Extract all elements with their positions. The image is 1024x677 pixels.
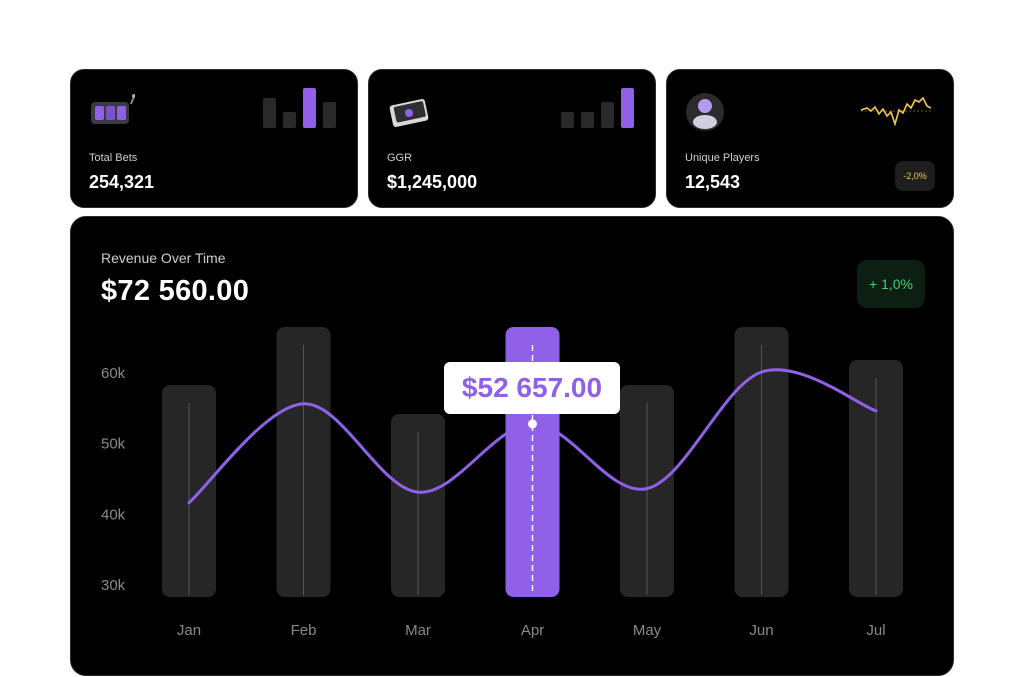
revenue-tooltip: $52 657.00 [444, 362, 620, 414]
x-tick-label: Jun [749, 622, 773, 639]
y-tick-label: 40k [101, 506, 126, 523]
unique-players-label: Unique Players [685, 152, 760, 164]
revenue-chart-card: 60k 50k 40k 30k Jan Feb Mar Apr May Jun Jul Revenu… [70, 216, 954, 676]
ggr-mini-bars [561, 88, 634, 128]
ggr-label: GGR [387, 152, 413, 164]
x-tick-label: Mar [405, 622, 431, 639]
y-tick-label: 50k [101, 436, 126, 453]
ggr-card[interactable]: GGR $1,245,000 [368, 69, 656, 208]
user-avatar-icon [686, 93, 724, 131]
unique-players-sparkline [861, 96, 931, 126]
revenue-total: $72 560.00 [101, 275, 250, 307]
x-tick-label: Jul [866, 622, 885, 639]
total-bets-card[interactable]: Total Bets 254,321 [70, 69, 358, 208]
revenue-point-apr [528, 419, 537, 429]
ggr-value: $1,245,000 [387, 172, 478, 192]
total-bets-value: 254,321 [89, 172, 155, 192]
x-tick-label: Feb [291, 622, 317, 639]
x-tick-label: Apr [521, 622, 544, 639]
revenue-title: Revenue Over Time [101, 250, 226, 266]
total-bets-mini-bars [263, 88, 336, 128]
revenue-change-badge: + 1,0% [857, 260, 925, 308]
slot-machine-icon [91, 94, 135, 124]
x-tick-label: May [633, 622, 662, 639]
total-bets-label: Total Bets [89, 152, 138, 164]
unique-players-card[interactable]: -2,0% Unique Players 12,543 [666, 69, 954, 208]
unique-players-change-badge: -2,0% [895, 161, 935, 191]
x-tick-label: Jan [177, 622, 201, 639]
unique-players-value: 12,543 [685, 172, 741, 192]
y-tick-label: 30k [101, 577, 126, 594]
y-tick-label: 60k [101, 365, 126, 382]
cash-stack-icon [389, 99, 429, 127]
